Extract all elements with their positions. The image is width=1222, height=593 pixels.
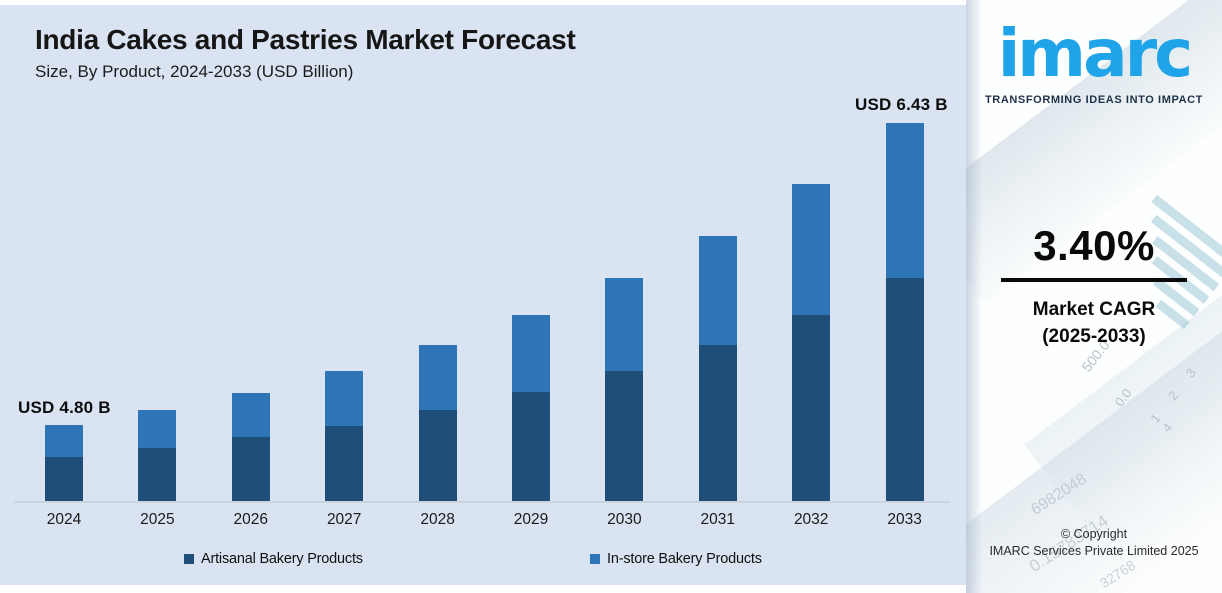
segment-artisanal-2027 (325, 426, 364, 501)
segment-instore-2026 (231, 393, 270, 437)
bar-group-2025 (138, 410, 177, 501)
watermark-number: 6982048 (1028, 470, 1090, 519)
copyright-line2: IMARC Services Private Limited 2025 (989, 544, 1199, 558)
segment-artisanal-2032 (792, 315, 831, 501)
segment-artisanal-2031 (698, 345, 737, 501)
segment-artisanal-2030 (605, 371, 644, 501)
x-axis-label-2032: 2032 (793, 511, 829, 528)
x-axis-label-2030: 2030 (607, 511, 642, 528)
x-axis-label-2024: 2024 (46, 511, 82, 528)
bar-group-2032 (792, 184, 831, 501)
bar-group-2029 (512, 315, 550, 501)
x-axis-line (14, 501, 950, 503)
cagr-caption-line2: (2025-2033) (1042, 326, 1146, 347)
bar-group-2030 (605, 278, 644, 501)
imarc-logo-tagline: TRANSFORMING IDEAS INTO IMPACT (984, 94, 1204, 106)
cagr-caption-line1: Market CAGR (1032, 299, 1156, 320)
chart-title: India Cakes and Pastries Market Forecast (35, 24, 576, 55)
bar-group-2027 (325, 371, 364, 501)
segment-instore-2029 (512, 315, 550, 392)
x-axis-label-2026: 2026 (233, 511, 269, 528)
segment-artisanal-2025 (138, 448, 177, 501)
segment-artisanal-2029 (512, 392, 550, 501)
segment-instore-2031 (698, 236, 737, 345)
stacked-bar-chart: 2024 2025 2026 2027 2028 2029 2030 2031 2032 2033 (14, 123, 950, 528)
cagr-block: 3.40% Market CAGR (2025-2033) (966, 222, 1222, 350)
bar-group-2024 (45, 425, 83, 501)
watermark-number: 32768 (1096, 556, 1139, 592)
cagr-underline (1001, 278, 1187, 282)
watermark-number: 0.0 (1111, 385, 1135, 410)
x-axis-label-2025: 2025 (140, 511, 175, 528)
segment-artisanal-2026 (231, 437, 270, 501)
segment-instore-2027 (325, 371, 364, 426)
x-axis-label-2033: 2033 (887, 511, 922, 528)
segment-artisanal-2024 (45, 457, 83, 501)
cagr-value: 3.40% (1033, 222, 1155, 269)
imarc-logo-wordmark: imarc (997, 15, 1194, 92)
bar-group-2031 (698, 236, 737, 501)
legend-swatch-instore (590, 554, 600, 564)
segment-instore-2032 (792, 184, 831, 315)
brand-sidebar: 500.0 0.0 1 2 3 4 6982048 0.15783714 327… (966, 0, 1222, 593)
copyright-line1: © Copyright (1060, 527, 1128, 541)
x-axis-label-2031: 2031 (700, 511, 736, 528)
segment-instore-2025 (138, 410, 177, 448)
x-axis-label-2027: 2027 (326, 511, 362, 528)
legend-swatch-artisanal (184, 554, 194, 564)
segment-instore-2028 (418, 345, 457, 410)
legend-item-artisanal: Artisanal Bakery Products (184, 550, 363, 568)
imarc-logo: imarc TRANSFORMING IDEAS INTO IMPACT (966, 6, 1222, 106)
legend-item-instore: In-store Bakery Products (590, 550, 762, 568)
bar-group-2026 (231, 393, 270, 501)
legend-label-instore: In-store Bakery Products (607, 551, 762, 567)
segment-instore-2030 (605, 278, 644, 371)
sidebar-edge-shadow (966, 0, 982, 593)
watermark-number: 1 2 3 4 (1147, 358, 1205, 435)
chart-subtitle: Size, By Product, 2024-2033 (USD Billion… (35, 62, 354, 81)
x-axis-label-2029: 2029 (513, 511, 549, 528)
segment-artisanal-2033 (885, 278, 924, 501)
value-callout-2024: USD 4.80 B (18, 398, 111, 417)
value-callout-2033: USD 6.43 B (855, 95, 948, 114)
bar-group-2033 (885, 123, 924, 501)
bar-group-2028 (418, 345, 457, 501)
legend-label-artisanal: Artisanal Bakery Products (201, 551, 363, 567)
x-axis-label-2028: 2028 (420, 511, 455, 528)
segment-artisanal-2028 (418, 410, 457, 501)
copyright: © Copyright IMARC Services Private Limit… (966, 526, 1222, 560)
segment-instore-2024 (45, 425, 83, 457)
segment-instore-2033 (885, 123, 924, 278)
